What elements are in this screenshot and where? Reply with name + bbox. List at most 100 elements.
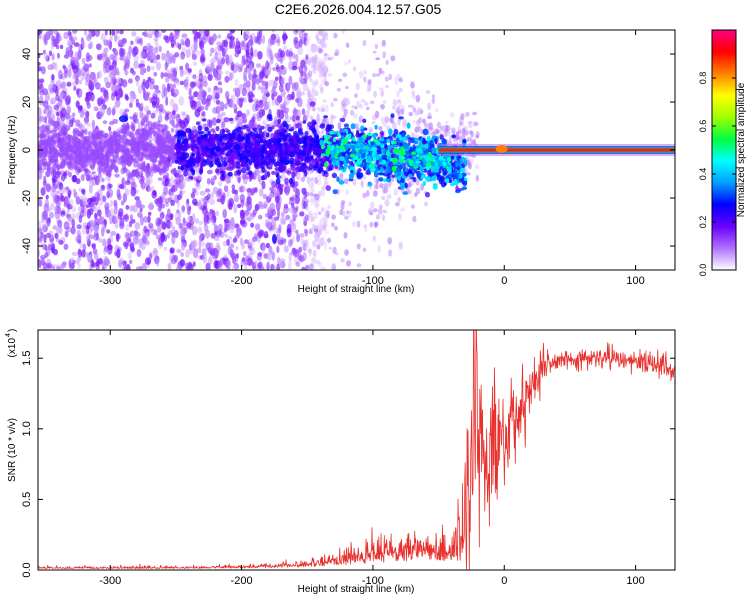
spectrogram-cell	[237, 203, 242, 209]
spectrogram-cell	[286, 223, 292, 234]
spectrogram-cell	[345, 42, 350, 48]
spectrogram-cell	[288, 75, 293, 86]
spectrogram-cell	[387, 237, 393, 245]
spectrogram-cell	[307, 210, 314, 218]
spectrogram-cell	[356, 220, 361, 228]
spectrogram-cell	[220, 155, 224, 163]
spectrogram-cell	[373, 171, 379, 178]
spectrogram-cell	[218, 181, 223, 187]
spectrogram-cell	[301, 108, 306, 116]
spectrogram-cell	[106, 107, 112, 116]
spectrogram-cell	[38, 125, 42, 131]
spectrogram-cell	[66, 105, 71, 115]
spectrogram-cell	[140, 66, 145, 75]
spectrogram-cell	[273, 79, 278, 90]
spectrogram-cell	[120, 167, 126, 175]
spectrogram-cell	[343, 178, 349, 185]
spectrogram-cell	[210, 35, 215, 45]
spectrogram-cell	[311, 45, 316, 55]
spectrogram-cell	[218, 60, 223, 70]
spectrogram-cell	[184, 80, 189, 91]
spectrogram-cell	[145, 91, 150, 99]
spectrogram-cell	[71, 251, 78, 257]
spectrogram-cell	[180, 54, 185, 60]
spectrogram-cell	[224, 70, 231, 75]
spectrogram-cell	[198, 239, 202, 249]
spectrogram-cell	[204, 104, 209, 111]
spectrogram-cell	[431, 94, 436, 98]
spectrogram-cell	[50, 109, 54, 115]
spectrogram-cell	[204, 229, 211, 239]
spectrogram-cell	[267, 126, 273, 132]
spectrogram-cell	[372, 73, 377, 78]
spectrogram-cell	[157, 177, 163, 181]
spectrogram-cell	[58, 240, 64, 245]
spectrogram-cell	[257, 85, 262, 91]
spectrogram-cell	[139, 37, 143, 46]
spectrogram-cell	[160, 71, 164, 79]
spectrogram-cell	[143, 225, 148, 234]
spectrogram-cell	[400, 186, 405, 190]
spectrogram-cell	[200, 57, 206, 62]
spectrogram-cell	[97, 171, 102, 178]
spectrogram-cell	[201, 241, 206, 247]
spectrogram-cell	[74, 165, 78, 172]
spectrogram-cell	[52, 178, 56, 186]
spectrogram-cell	[85, 74, 91, 82]
spectrogram-cell	[398, 87, 403, 93]
spectrogram-cell	[257, 262, 262, 269]
spectrogram-cell	[55, 149, 60, 156]
spectrogram-cell	[92, 248, 98, 255]
spectrogram-cell	[241, 173, 247, 180]
spectrogram-cell	[137, 85, 143, 94]
spectrogram-cell	[236, 50, 241, 55]
spectrogram-cell	[98, 237, 103, 244]
spectrogram-cell	[318, 47, 323, 54]
spectrogram-cell	[116, 30, 120, 34]
spectrogram-cell	[258, 128, 263, 134]
spectrogram-cell	[164, 125, 169, 130]
spectrogram-cell	[203, 213, 208, 223]
spectrogram-cell	[120, 48, 126, 57]
spectrogram-cell	[129, 116, 134, 120]
spectrogram-cell	[105, 56, 111, 67]
spectrogram-cell	[385, 59, 389, 65]
spectrogram-cell	[454, 138, 459, 145]
spectrogram-cell	[179, 80, 184, 86]
spectrogram-cell	[41, 118, 45, 123]
spectrogram-cell	[329, 121, 333, 126]
spectrogram-cell	[66, 81, 72, 87]
spectrogram-cell	[313, 57, 318, 66]
spectrogram-cell	[261, 65, 267, 71]
spectrogram-cell	[130, 40, 134, 45]
spectrogram-cell	[462, 129, 466, 137]
spectrogram-cell	[227, 171, 233, 177]
spectrogram-cell	[215, 99, 221, 105]
spectrogram-cell	[201, 111, 206, 117]
spectrogram-cell	[278, 224, 282, 234]
spectrogram-cell	[292, 186, 298, 193]
spectrogram-cell	[172, 124, 178, 129]
spectrogram-cell	[75, 196, 81, 205]
spectrogram-cell	[118, 87, 123, 97]
spectrogram-cell	[140, 215, 144, 226]
spectrogram-cell	[179, 68, 184, 77]
spectrogram-cell	[457, 125, 461, 132]
spectrogram-cell	[160, 233, 165, 243]
spectrogram-cell	[75, 100, 80, 108]
spectrogram-cell	[67, 39, 71, 46]
spectrogram-cell	[163, 185, 169, 195]
spectrogram-cell	[256, 124, 262, 130]
spectrogram-cell	[416, 127, 421, 131]
spectrogram-cell	[53, 248, 58, 256]
spectrogram-cell	[340, 200, 346, 205]
spectrogram-cell	[211, 117, 217, 126]
spectrogram-cell	[71, 219, 76, 228]
spectrogram-cell	[208, 256, 213, 265]
spectrogram-cell	[322, 99, 327, 103]
spectrogram-cell	[449, 112, 455, 118]
spectrogram-cell	[258, 230, 263, 239]
spectrogram-cell	[244, 239, 249, 244]
spectrogram-cell	[191, 74, 196, 79]
